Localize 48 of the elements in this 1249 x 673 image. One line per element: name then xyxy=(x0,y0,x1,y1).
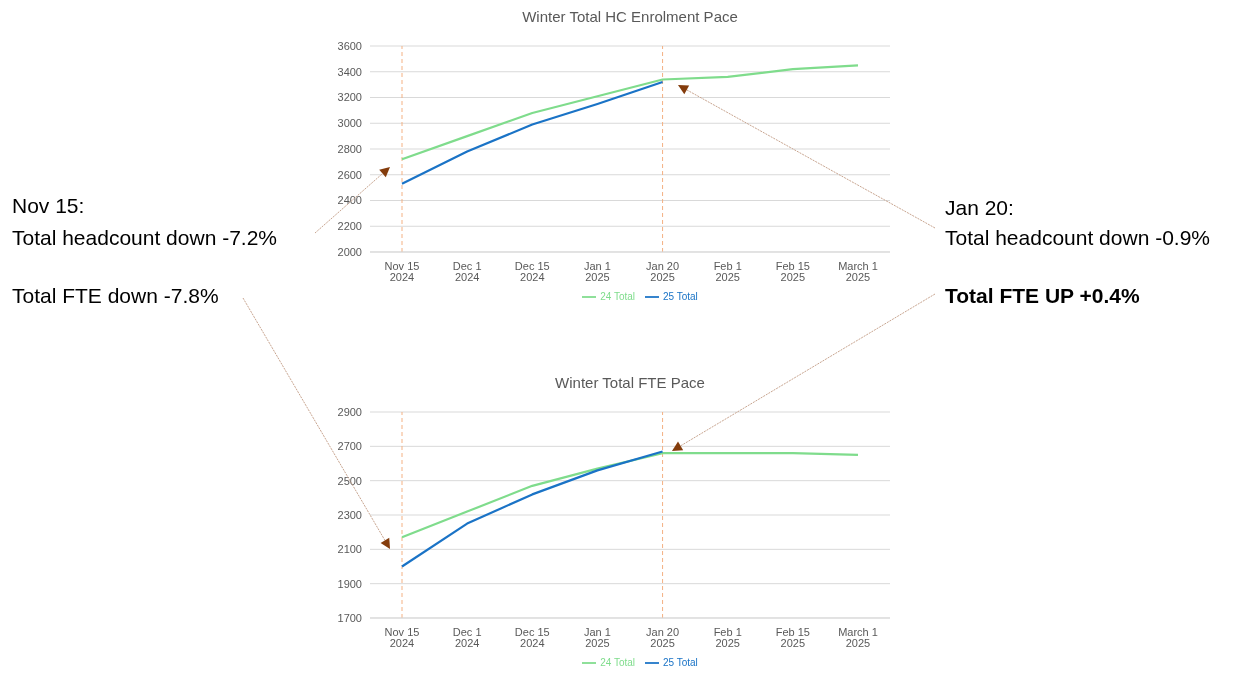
chart-title: Winter Total FTE Pace xyxy=(554,374,706,393)
text: Jan 20: xyxy=(945,196,1014,220)
y-tick-label: 2200 xyxy=(337,220,362,233)
x-tick-label: Feb 15 2025 xyxy=(775,259,810,283)
y-tick-label: 3600 xyxy=(337,39,362,52)
x-tick-label: Jan 1 2025 xyxy=(583,259,611,283)
x-tick-label: Dec 15 2024 xyxy=(514,625,550,649)
y-tick-label: 1700 xyxy=(337,611,362,624)
line-series xyxy=(400,452,860,539)
x-tick-label: Jan 20 2025 xyxy=(646,259,680,283)
x-tick-label: Jan 1 2025 xyxy=(583,625,611,649)
y-tick-label: 1900 xyxy=(337,577,362,590)
y-tick-label: 2700 xyxy=(337,440,362,453)
y-tick-label: 2900 xyxy=(337,405,362,418)
x-tick-label: Feb 15 2025 xyxy=(775,625,810,649)
y-tick-label: 3200 xyxy=(337,91,362,104)
x-tick-label: Feb 1 2025 xyxy=(713,625,742,649)
text: Nov 15: xyxy=(12,194,85,218)
line-series xyxy=(400,450,664,568)
text: Total headcount down -7.2% xyxy=(12,226,278,250)
text: Total headcount down -0.9% xyxy=(945,226,1211,250)
x-tick-label: Feb 1 2025 xyxy=(713,259,742,283)
y-tick-label: 3000 xyxy=(337,117,362,130)
line-series xyxy=(400,64,860,161)
x-tick-label: Nov 15 2024 xyxy=(384,625,420,649)
y-tick-label: 3400 xyxy=(337,65,362,78)
x-tick-label: Dec 1 2024 xyxy=(452,625,482,649)
x-tick-label: March 1 2025 xyxy=(838,625,878,649)
text: Total FTE UP +0.4% xyxy=(945,284,1140,308)
legend-label: 25 Total xyxy=(663,290,698,302)
chart-title: Winter Total HC Enrolment Pace xyxy=(521,8,739,27)
x-tick-label: March 1 2025 xyxy=(838,259,878,283)
y-tick-label: 2800 xyxy=(337,142,362,155)
y-tick-label: 2600 xyxy=(337,168,362,181)
line-series xyxy=(400,80,664,185)
x-tick-label: Dec 1 2024 xyxy=(452,259,482,283)
legend-label: 24 Total xyxy=(600,290,635,302)
y-tick-label: 2300 xyxy=(337,508,362,521)
y-tick-label: 2500 xyxy=(337,474,362,487)
legend-label: 24 Total xyxy=(600,656,635,668)
text: Total FTE down -7.8% xyxy=(12,284,219,308)
x-tick-label: Nov 15 2024 xyxy=(384,259,420,283)
y-tick-label: 2400 xyxy=(337,194,362,207)
y-tick-label: 2000 xyxy=(337,245,362,258)
x-tick-label: Jan 20 2025 xyxy=(646,625,680,649)
y-tick-label: 2100 xyxy=(337,543,362,556)
legend-label: 25 Total xyxy=(663,656,698,668)
x-tick-label: Dec 15 2024 xyxy=(514,259,550,283)
